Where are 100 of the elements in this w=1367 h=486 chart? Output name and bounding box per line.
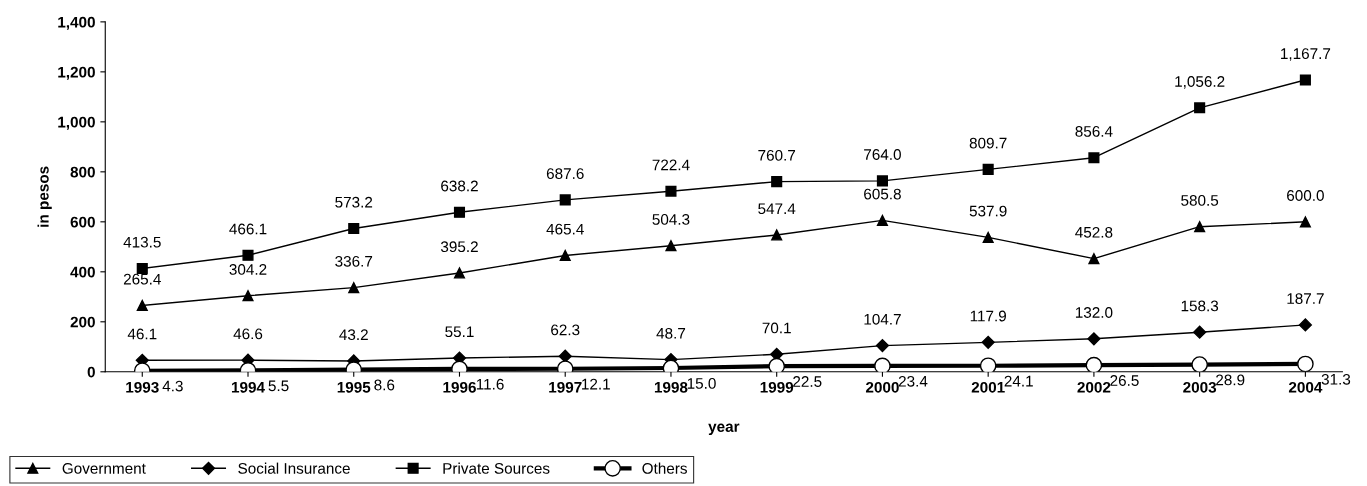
data-label: 8.6 [374,379,395,391]
x-tick-label: 1994 [231,381,265,393]
point [876,214,888,226]
point [453,206,466,218]
point [1087,332,1101,346]
point [1298,318,1312,332]
data-label: 70.1 [762,322,791,334]
data-label: 336.7 [335,255,373,267]
legend-label: Government [62,462,146,474]
data-label: 465.4 [546,223,584,235]
legend-label: Others [642,462,687,474]
point [1297,355,1314,372]
x-tick-label: 2000 [865,381,899,393]
data-label: 1,056.2 [1175,76,1225,89]
data-label: 31.3 [1321,373,1351,385]
data-label: 580.5 [1181,194,1219,206]
data-label: 11.6 [476,378,504,390]
data-label: 395.2 [440,241,478,253]
point [242,290,254,302]
data-label: 304.2 [229,264,267,275]
legend-label: Private Sources [443,462,550,474]
x-tick-label: 2001 [971,381,1005,393]
y-tick-label: 1,400 [58,16,95,30]
point [348,222,360,235]
x-tick-label: 1995 [337,381,371,393]
data-label: 413.5 [123,236,161,248]
y-axis-title: in pesos [37,166,52,227]
x-tick-label: 1993 [126,381,159,393]
point [453,267,466,279]
data-label: 856.4 [1075,126,1113,137]
y-tick-label: 1,000 [58,116,95,130]
data-label: 187.7 [1287,293,1324,304]
data-label: 12.1 [582,378,610,390]
point [1191,356,1208,372]
point [982,163,994,175]
point [348,282,360,294]
data-label: 605.8 [864,188,901,200]
data-label: 1,167.7 [1281,48,1331,61]
point [559,194,571,206]
x-tick-label: 1997 [549,381,582,393]
point [136,299,148,312]
data-label: 764.0 [864,149,901,160]
point [1194,102,1206,114]
data-label: 4.3 [162,380,183,392]
data-label: 55.1 [445,326,474,338]
y-tick-label: 0 [87,366,95,378]
x-tick-label: 2002 [1077,381,1111,393]
data-label: 132.0 [1075,307,1113,318]
point [979,357,997,372]
legend-label: Social Insurance [238,462,350,474]
data-label: 62.3 [551,324,580,336]
point [876,175,888,187]
data-label: 26.5 [1110,375,1139,386]
point [1088,253,1100,265]
point [558,349,572,363]
data-label: 547.4 [758,203,796,215]
data-label: 265.4 [123,273,161,285]
point [1085,356,1103,372]
data-label: 46.6 [233,328,263,340]
x-tick-label: 1999 [760,381,794,393]
x-axis-title: year [708,423,740,435]
point [771,229,783,241]
data-label: 600.0 [1287,190,1324,201]
x-tick-label: 1998 [654,381,688,393]
data-label: 760.7 [758,149,796,161]
x-tick-label: 2003 [1183,381,1217,393]
point [875,339,890,353]
data-label: 687.6 [546,168,584,180]
point [768,357,786,372]
point [136,262,148,274]
y-tick-label: 400 [70,266,95,278]
x-tick-label: 1996 [443,381,476,393]
data-label: 24.1 [1004,375,1033,387]
point [1299,74,1311,86]
data-label: 573.2 [335,196,373,208]
point [665,185,677,197]
point [1193,325,1207,339]
y-tick-label: 200 [70,316,95,328]
data-label: 15.0 [687,377,716,389]
data-label: 537.9 [969,205,1007,217]
point [1088,152,1100,164]
point [982,231,994,243]
data-label: 722.4 [652,159,690,171]
data-label: 48.7 [656,327,686,339]
y-tick-label: 1,200 [58,66,95,80]
data-label: 5.5 [268,380,289,392]
point [771,176,783,188]
point [1194,221,1206,233]
data-label: 104.7 [864,313,901,325]
point [874,357,891,372]
point [242,249,254,261]
y-tick-label: 600 [70,216,95,228]
point [665,240,677,252]
data-label: 809.7 [969,137,1007,149]
data-label: 22.5 [793,376,822,387]
data-label: 466.1 [229,223,267,235]
data-label: 46.1 [127,328,157,340]
data-label: 452.8 [1075,226,1113,238]
x-tick-label: 2004 [1288,381,1323,393]
point [559,249,571,262]
